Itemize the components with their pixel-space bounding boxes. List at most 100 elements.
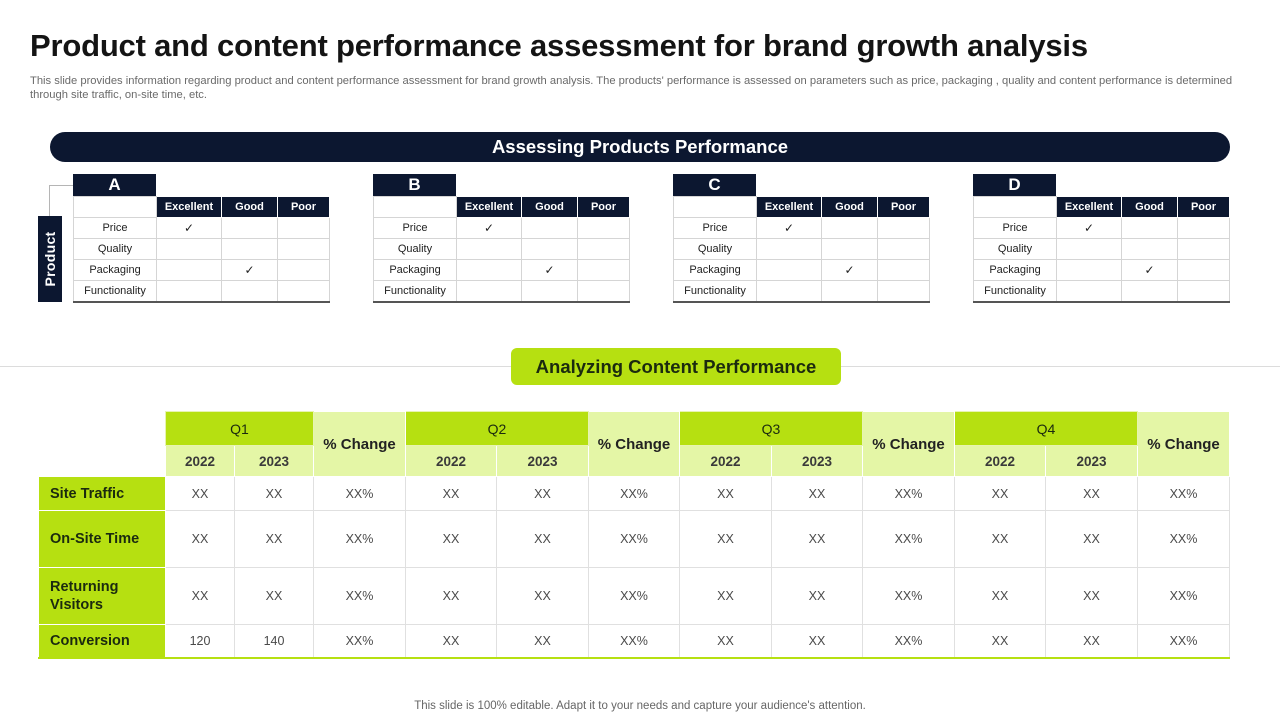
rating-row: Quality [973, 238, 1230, 260]
rating-cell [1121, 280, 1178, 303]
rating-header-good: Good [221, 196, 278, 218]
rating-row-label: Functionality [673, 280, 757, 303]
rating-row-label: Price [373, 217, 457, 239]
rating-cell: ✓ [1056, 217, 1122, 239]
rating-row: Price ✓ [973, 217, 1230, 239]
rating-header-excellent: Excellent [156, 196, 222, 218]
metric-cell: 120 [165, 624, 235, 659]
rating-header-poor: Poor [577, 196, 630, 218]
content-section-banner: Analyzing Content Performance [511, 348, 841, 385]
rating-cell: ✓ [156, 217, 222, 239]
metric-label: Conversion [38, 624, 166, 659]
rating-row-label: Quality [73, 238, 157, 260]
metric-cell: 140 [234, 624, 314, 659]
rating-cell [756, 238, 822, 260]
rating-cell: ✓ [821, 259, 878, 281]
rating-row: Functionality [973, 280, 1230, 303]
rating-cell [1121, 217, 1178, 239]
rating-row-label: Functionality [973, 280, 1057, 303]
rating-cell [456, 238, 522, 260]
metric-cell: XX [771, 624, 863, 659]
rating-row-label: Quality [673, 238, 757, 260]
rating-cell [577, 238, 630, 260]
metric-cell: XX% [313, 567, 406, 625]
check-icon: ✓ [1144, 263, 1155, 277]
metric-cell: XX% [862, 567, 955, 625]
content-performance-table: Q1% Change Q2% Change Q3% Change Q4% Change… [38, 411, 1230, 659]
product-block-d: D Excellent Good Poor Price ✓ Quality Packaging… [973, 174, 1230, 304]
product-side-label-text: Product [42, 231, 58, 287]
rating-cell [877, 238, 930, 260]
metric-cell: XX [234, 510, 314, 568]
metric-cell: XX% [313, 624, 406, 659]
rating-cell [877, 280, 930, 303]
rating-cell [521, 280, 578, 303]
check-icon: ✓ [1083, 221, 1095, 235]
rating-header-excellent: Excellent [756, 196, 822, 218]
rating-row: Quality [673, 238, 930, 260]
rating-header-good: Good [1121, 196, 1178, 218]
rating-cell [1177, 217, 1230, 239]
metric-cell: XX [954, 510, 1046, 568]
quarter-header-q4: Q4 [954, 411, 1138, 446]
metric-cell: XX% [1137, 624, 1230, 659]
metric-cell: XX [954, 567, 1046, 625]
check-icon: ✓ [844, 263, 855, 277]
page-subtitle: This slide provides information regardin… [30, 75, 1233, 101]
year-header-row: 2022 2023 2022 2023 2022 2023 2022 2023 [39, 445, 1230, 477]
quarter-header-row: Q1% Change Q2% Change Q3% Change Q4% Change [38, 411, 1230, 477]
rating-cell [1177, 280, 1230, 303]
rating-cell [756, 280, 822, 303]
rating-header-poor: Poor [1177, 196, 1230, 218]
metric-cell: XX [954, 624, 1046, 659]
metric-row: Returning Visitors XX XX XX% XX XX XX% XX XX XX% X… [38, 567, 1230, 625]
rating-cell [521, 217, 578, 239]
product-block-b: B Excellent Good Poor Price ✓ Quality Packaging… [373, 174, 630, 304]
metric-cell: XX [405, 510, 497, 568]
rating-row-label: Packaging [973, 259, 1057, 281]
rating-header-row: Excellent Good Poor [73, 196, 330, 218]
rating-row: Price ✓ [673, 217, 930, 239]
table-corner [38, 411, 166, 477]
rating-cell [156, 280, 222, 303]
metric-row: Conversion 120 140 XX% XX XX XX% XX XX XX% XX XX XX% [38, 624, 1230, 659]
rating-cell [277, 238, 330, 260]
metric-cell: XX [771, 510, 863, 568]
rating-row: Price ✓ [373, 217, 630, 239]
rating-row: Functionality [673, 280, 930, 303]
rating-cell [221, 238, 278, 260]
rating-cell [277, 280, 330, 303]
rating-row-label: Price [973, 217, 1057, 239]
metric-cell: XX% [313, 476, 406, 511]
check-icon: ✓ [244, 263, 255, 277]
metric-label: On-Site Time [38, 510, 166, 568]
rating-cell [156, 259, 222, 281]
rating-cell [821, 238, 878, 260]
rating-row: Packaging ✓ [673, 259, 930, 281]
product-letter: C [673, 174, 756, 196]
percent-change-header: % Change [588, 411, 680, 477]
percent-change-header: % Change [862, 411, 955, 477]
product-letter: D [973, 174, 1056, 196]
product-rating-table: Excellent Good Poor Price ✓ Quality Packaging ✓… [373, 196, 630, 303]
product-letter: A [73, 174, 156, 196]
rating-header-good: Good [821, 196, 878, 218]
metric-row: Site Traffic XX XX XX% XX XX XX% XX XX XX% XX XX XX% [38, 476, 1230, 511]
check-icon: ✓ [783, 221, 795, 235]
rating-header-blank [673, 196, 757, 218]
metric-cell: XX% [862, 510, 955, 568]
metric-cell: XX [1045, 510, 1138, 568]
rating-header-good: Good [521, 196, 578, 218]
metric-cell: XX [771, 476, 863, 511]
metric-cell: XX% [1137, 476, 1230, 511]
metric-cell: XX% [588, 624, 680, 659]
rating-header-excellent: Excellent [1056, 196, 1122, 218]
year-header-2022: 2022 [954, 445, 1046, 477]
rating-header-excellent: Excellent [456, 196, 522, 218]
year-header-2022: 2022 [679, 445, 772, 477]
product-block-c: C Excellent Good Poor Price ✓ Quality Packaging… [673, 174, 930, 304]
rating-row: Packaging ✓ [373, 259, 630, 281]
rating-cell [456, 280, 522, 303]
rating-cell [1056, 280, 1122, 303]
product-block-a: A Excellent Good Poor Price ✓ Quality Packaging… [73, 174, 330, 304]
